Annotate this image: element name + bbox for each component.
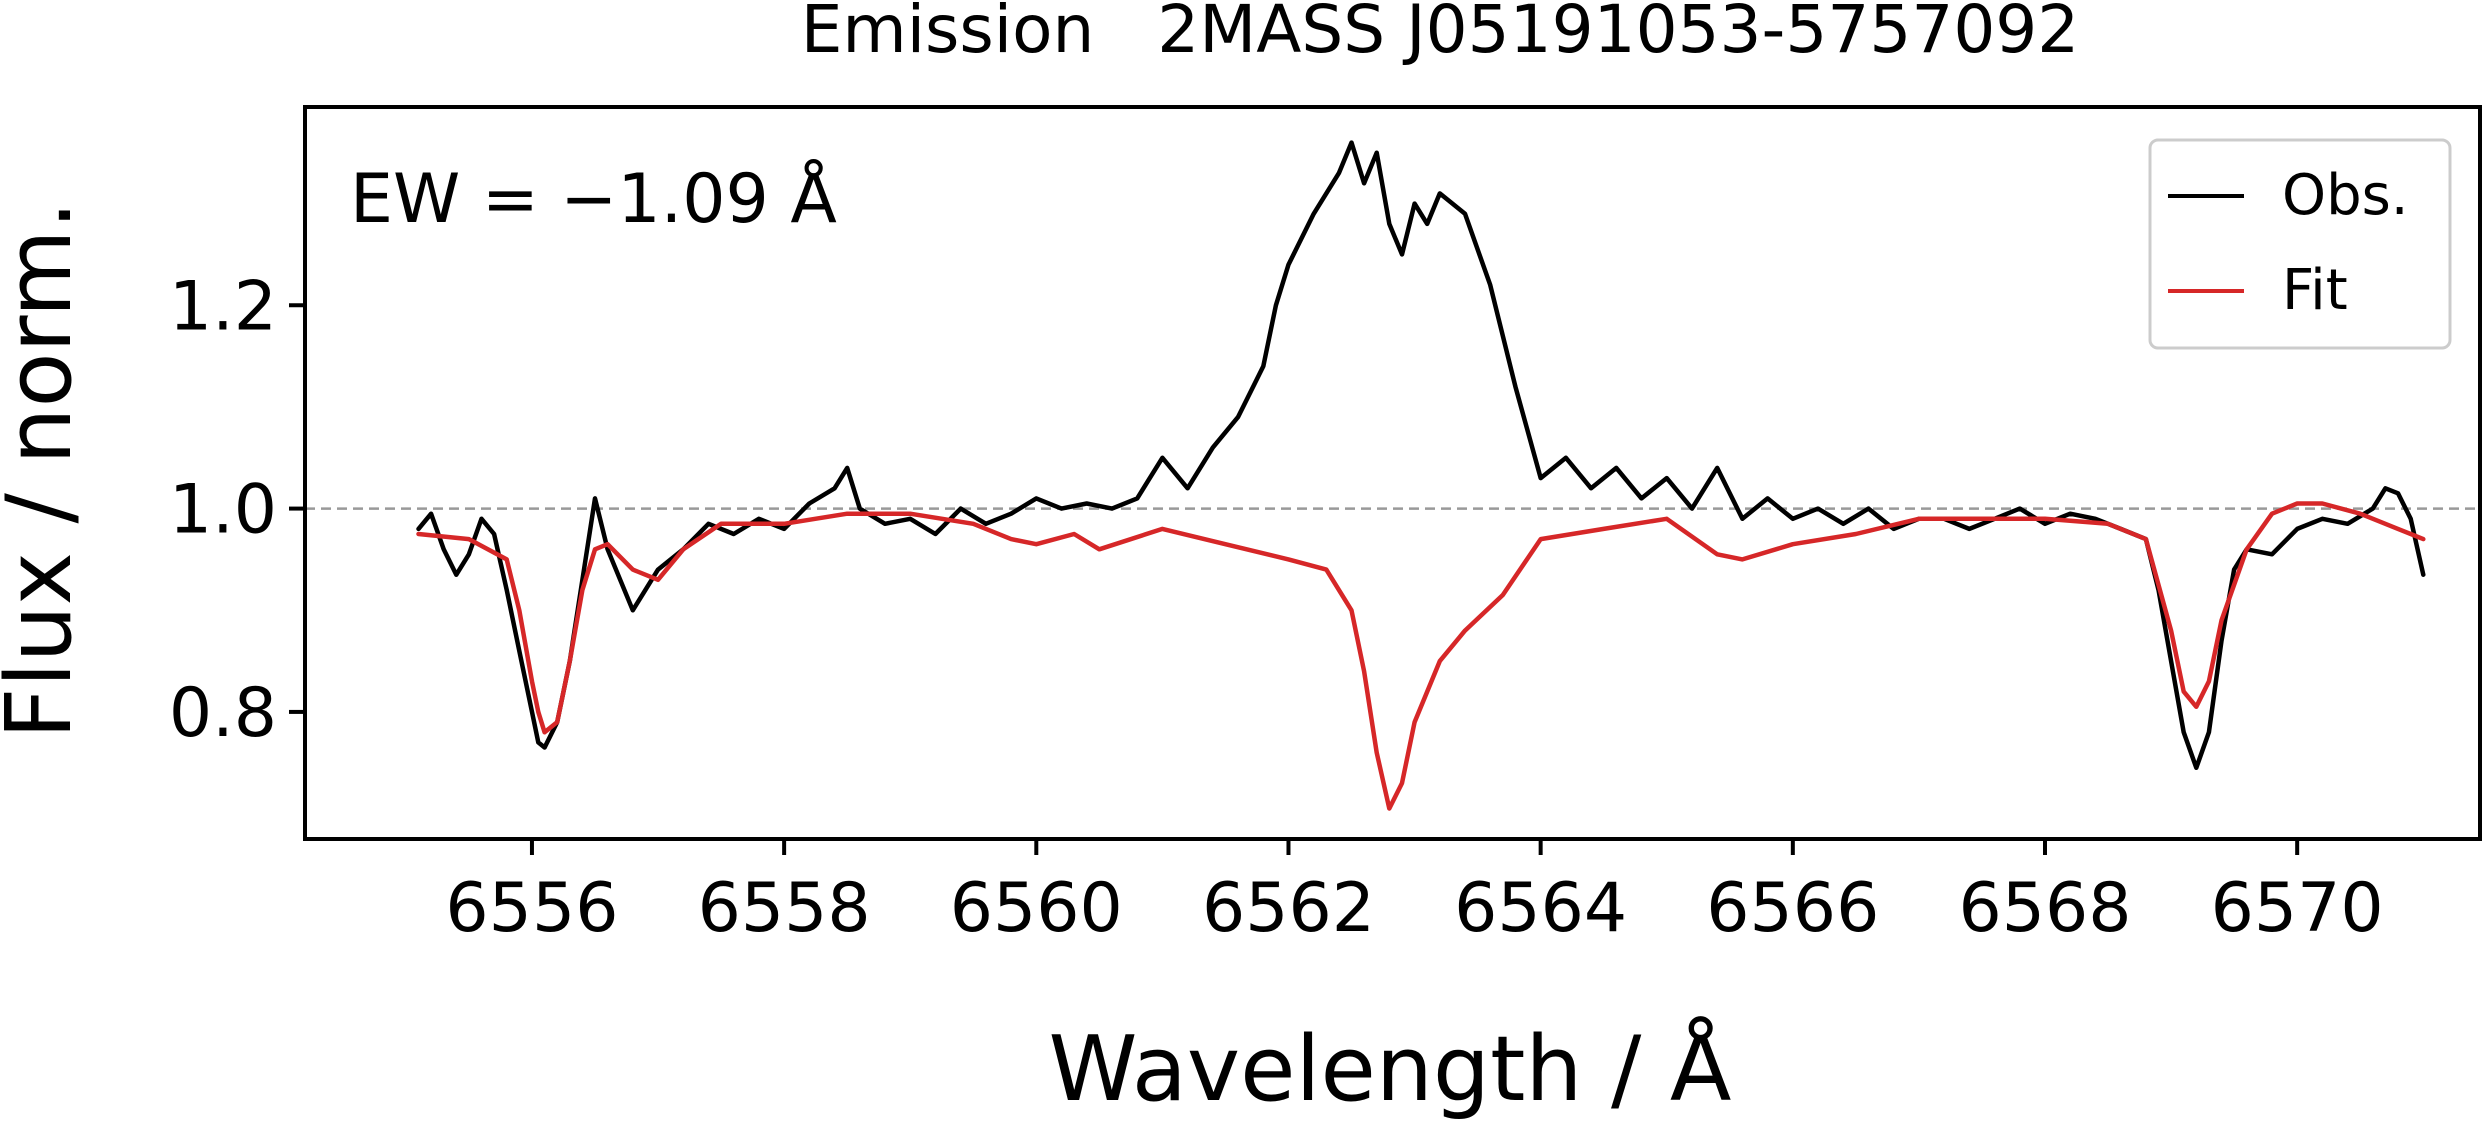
y-tick-label: 0.8 — [169, 674, 277, 753]
plot-area — [305, 140, 2480, 811]
x-tick-label: 6562 — [1202, 869, 1375, 948]
x-axis: 6556 6558 6560 6562 6564 6566 6568 6570 — [445, 839, 2384, 948]
equivalent-width-annotation: EW = −1.09 Å — [350, 158, 837, 239]
plot-frame — [303, 105, 2482, 841]
legend-label-obs: Obs. — [2282, 163, 2409, 228]
legend-label-fit: Fit — [2282, 258, 2348, 323]
x-tick-label: 6560 — [950, 869, 1123, 948]
legend-box — [2148, 138, 2452, 350]
y-tick-label: 1.0 — [169, 471, 277, 550]
x-tick-label: 6566 — [1706, 869, 1879, 948]
x-tick-label: 6558 — [698, 869, 871, 948]
x-tick-label: 6570 — [2211, 869, 2384, 948]
x-tick-label: 6556 — [445, 869, 618, 948]
series-line-fit — [416, 501, 2426, 811]
legend: Obs. Fit — [2148, 138, 2452, 350]
y-axis: 0.8 1.0 1.2 — [169, 267, 305, 753]
x-tick-label: 6564 — [1454, 869, 1627, 948]
y-axis-label: Flux / norm. — [0, 201, 92, 739]
y-tick-label: 1.2 — [169, 267, 277, 346]
chart-title: Emission 2MASS J05191053-5757092 — [801, 0, 2080, 68]
x-tick-label: 6568 — [1958, 869, 2131, 948]
x-axis-label: Wavelength / Å — [1049, 1015, 1732, 1122]
